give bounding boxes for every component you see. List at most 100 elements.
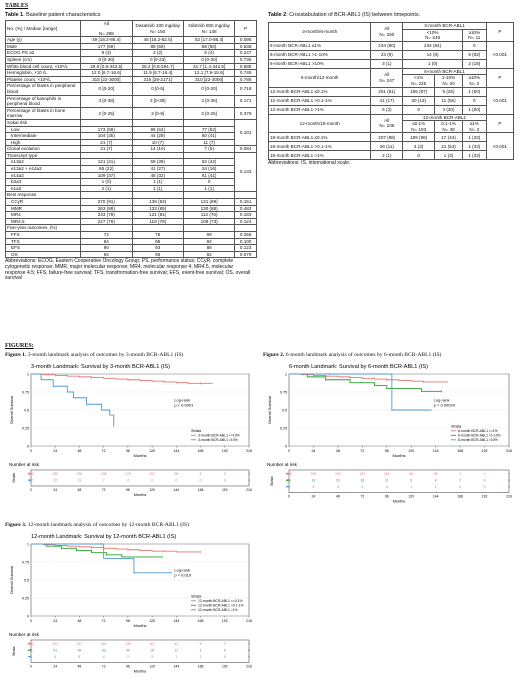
table-row: Percentage of blasts in peripheral blood… bbox=[4, 82, 257, 96]
cell-p: 0.183 bbox=[234, 211, 257, 219]
table-row: e13a2 + e14a2 65 (22) 41 (27) 24 (16) bbox=[4, 165, 257, 173]
table-row: White blood cell count, ×10⁹/L 29.9 [0.8-… bbox=[4, 62, 257, 71]
cell-p: <0.001 bbox=[485, 132, 515, 161]
cell-group: 0 bbox=[461, 40, 487, 51]
cell-all: 227 (76) bbox=[80, 217, 133, 226]
risk-count: 1 bbox=[435, 485, 437, 489]
y-tick-label: 0.5 bbox=[24, 579, 29, 583]
col-header-group-n: N= 20 bbox=[442, 80, 455, 86]
chart-title: 6-month Landmark: Survival by 6-month BC… bbox=[289, 364, 428, 370]
row-label: Clonal evolution bbox=[4, 145, 82, 153]
row-label: 6-month BCR-ABL1 >10% bbox=[267, 58, 372, 69]
table-row: 12-month BCR-ABL1 ≤0.1% 201 (81) 195 (87) 5… bbox=[267, 86, 515, 115]
table-row: 18-month BCR-ABL1 ≤0.1% 207 (88) 189 (98) 1… bbox=[267, 132, 515, 161]
risk-x-tick-label: 216 bbox=[506, 495, 512, 499]
x-tick-label: 216 bbox=[246, 619, 252, 623]
cell-dasatinib: 41 (27) bbox=[131, 165, 184, 173]
cell-all: 94 bbox=[80, 237, 133, 246]
cell-all: 0 [0-30] bbox=[80, 55, 133, 64]
risk-x-tick-label: 192 bbox=[222, 665, 228, 669]
table-row: 12-month BCR-ABL1 >0.1-1% 41 (17) 30 (13) 1… bbox=[267, 95, 514, 106]
cell-dasatinib: 75 bbox=[131, 231, 184, 239]
risk-x-tick-label: 48 bbox=[78, 665, 82, 669]
row-label: Low bbox=[4, 125, 82, 134]
x-tick-label: 144 bbox=[433, 449, 439, 453]
legend-label: 6-month BCR-ABL1 <=1% bbox=[458, 429, 498, 433]
risk-x-tick-label: 72 bbox=[102, 665, 106, 669]
table2: 3-month/6-month All N= 260 3-month BCR-ABL1… bbox=[267, 22, 515, 161]
group-header: 3-month BCR-ABL1 bbox=[402, 22, 487, 30]
table-row: Low 173 (58) 96 (64) 77 (52) bbox=[4, 125, 257, 134]
risk-table-title: Number at risk bbox=[267, 462, 298, 467]
risk-count: 34 bbox=[434, 472, 438, 476]
x-tick-label: 144 bbox=[173, 619, 179, 623]
x-tick-label: 144 bbox=[173, 449, 179, 453]
legend-label: 6-month BCR-ABL1 >10% bbox=[458, 438, 498, 442]
row-label: Spleen (cm) bbox=[4, 55, 82, 64]
y-tick-label: 0.75 bbox=[22, 561, 29, 565]
cell-all: 173 (58) bbox=[80, 125, 133, 134]
risk-count: 0 bbox=[224, 472, 226, 476]
risk-count: 5 bbox=[30, 655, 32, 659]
cell-nilotinib: 3 [0-35] bbox=[182, 94, 236, 108]
cell-group: 30 (13) bbox=[402, 95, 436, 106]
block-title: 6-month/12-month bbox=[267, 67, 372, 88]
col-header-p: P bbox=[485, 67, 515, 88]
risk-count: 3 bbox=[361, 485, 363, 489]
y-tick-label: 0 bbox=[27, 615, 29, 619]
row-label: b3a3 bbox=[4, 178, 82, 186]
cell-empty bbox=[234, 191, 257, 200]
risk-strata-label: Strata bbox=[12, 473, 16, 483]
risk-count: 82 bbox=[150, 642, 154, 646]
cell-dasatinib: 93 bbox=[131, 244, 184, 252]
risk-count: 11 bbox=[175, 649, 179, 653]
row-label: OS bbox=[4, 250, 82, 259]
cell-group: 0 bbox=[402, 150, 436, 161]
risk-count: 0 bbox=[224, 642, 226, 646]
col-header-group: <10% N= 249 bbox=[402, 28, 463, 42]
risk-count: 229 bbox=[335, 472, 341, 476]
x-tick-label: 96 bbox=[126, 449, 130, 453]
cell-dasatinib: 11.9 [6.7-16.4] bbox=[131, 69, 184, 77]
cell-group: 1 (33) bbox=[461, 141, 487, 152]
figure2-caption-label: Figure 2. bbox=[263, 352, 285, 358]
cell-empty bbox=[131, 224, 184, 232]
risk-count: 16 bbox=[360, 479, 364, 483]
cell-all: 2 [0-25] bbox=[80, 106, 133, 120]
cell-p: 0.483 bbox=[234, 204, 257, 213]
x-axis-label: Months bbox=[392, 453, 405, 458]
cell-empty bbox=[131, 151, 184, 160]
cell-nilotinib: 88 (60) bbox=[182, 42, 236, 51]
cell-dasatinib: 48 (32) bbox=[131, 171, 184, 180]
row-label: Percentage of blasts in bone marrow bbox=[4, 106, 82, 120]
figure1-caption-text: 3-month landmark analysis of outcomes by… bbox=[26, 352, 184, 358]
row-label: Percentage of basophils in peripheral bl… bbox=[4, 94, 82, 108]
cell-all: 109 (37) bbox=[80, 171, 133, 180]
table-row: 12-month BCR-ABL1 >1% 5 (2) 0 4 (20) 1 (50) bbox=[267, 104, 514, 115]
cell-dasatinib: 10 (7) bbox=[131, 138, 184, 147]
x-tick-label: 192 bbox=[222, 619, 228, 623]
x-tick-label: 0 bbox=[30, 449, 32, 453]
cell-dasatinib: 1 (1) bbox=[131, 184, 184, 193]
risk-x-tick-label: 72 bbox=[102, 488, 106, 492]
annotation-logrank: Log-rank bbox=[434, 397, 450, 402]
risk-x-tick-label: 96 bbox=[385, 495, 389, 499]
risk-count: 30 bbox=[126, 649, 130, 653]
col-header-all-n: N= 247 bbox=[379, 77, 395, 83]
group-header: 12-month BCR-ABL1 bbox=[402, 113, 487, 122]
risk-x-tick-label: 24 bbox=[53, 665, 57, 669]
cell-group: 1 (0) bbox=[402, 58, 463, 69]
col-header-group-n: N= 225 bbox=[411, 80, 427, 86]
risk-count: 0 bbox=[151, 479, 153, 483]
row-label: White blood cell count, ×10⁹/L bbox=[4, 62, 82, 71]
figure3-caption: Figure 3. 12-month landmark analysis of … bbox=[5, 522, 189, 528]
row-label: Age (y) bbox=[4, 36, 82, 44]
risk-strata-label: Strata bbox=[12, 646, 16, 656]
x-tick-label: 24 bbox=[53, 619, 57, 623]
cell-nilotinib: 131 (89) bbox=[182, 198, 236, 206]
cell-dasatinib: 3 [0-38] bbox=[131, 94, 184, 108]
cell-nilotinib: 12.1 [7.9-15.8] bbox=[182, 69, 236, 77]
cell-nilotinib: 0 [0-30] bbox=[182, 55, 236, 64]
col-header-all: All N= 298 bbox=[80, 19, 133, 38]
row-label: 18-month BCR-ABL1 >1% bbox=[267, 150, 372, 161]
